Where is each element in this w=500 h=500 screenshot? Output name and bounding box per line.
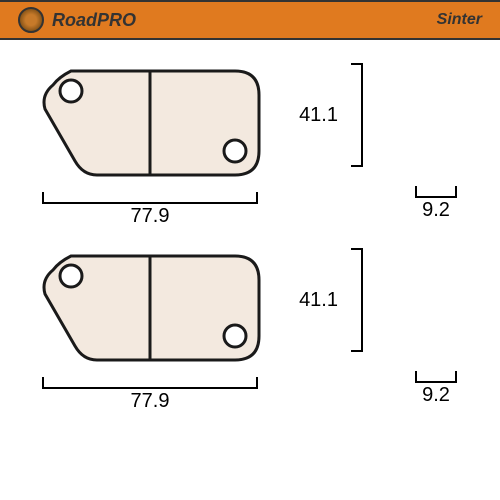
- variant-label: Sinter: [437, 11, 482, 29]
- brake-pad-icon: [35, 55, 265, 185]
- dim-column: 41.1 9.2: [280, 240, 460, 407]
- thickness-dimension: 9.2: [294, 185, 460, 222]
- pad-column: 77.9: [20, 240, 280, 413]
- height-dimension: 41.1: [294, 55, 364, 175]
- header-bar: RoadPRO Sinter: [0, 0, 500, 40]
- height-dimension: 41.1: [294, 240, 364, 360]
- brand-label: RoadPRO: [52, 10, 136, 31]
- height-label: 41.1: [298, 104, 338, 127]
- dim-column: 41.1 9.2: [280, 55, 460, 222]
- width-label: 77.9: [131, 205, 170, 228]
- pad-column: 77.9: [20, 55, 280, 228]
- pad-row: 77.9 41.1 9.2: [20, 55, 480, 228]
- thickness-label: 9.2: [422, 384, 450, 407]
- thickness-dimension: 9.2: [294, 370, 460, 407]
- brand-wrap: RoadPRO: [18, 7, 136, 33]
- thickness-label: 9.2: [422, 199, 450, 222]
- width-dimension: 77.9: [35, 376, 265, 413]
- diagram-area: 77.9 41.1 9.2: [0, 40, 500, 435]
- height-label: 41.1: [298, 289, 338, 312]
- pad-row: 77.9 41.1 9.2: [20, 240, 480, 413]
- width-label: 77.9: [131, 390, 170, 413]
- brake-pad-icon: [35, 240, 265, 370]
- width-dimension: 77.9: [35, 191, 265, 228]
- logo-icon: [18, 7, 44, 33]
